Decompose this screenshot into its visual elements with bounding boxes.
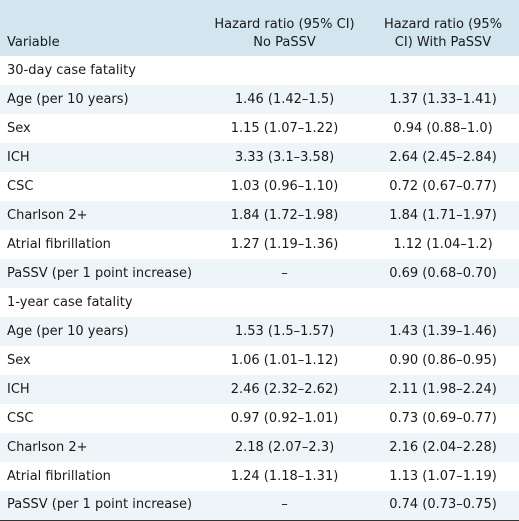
- hr-with-passv-cell: 0.74 (0.73–0.75): [389, 497, 497, 513]
- hr-no-passv-cell: 1.27 (1.19–1.36): [230, 236, 339, 252]
- variable-cell: CSC: [7, 410, 34, 426]
- table-header: Variable Hazard ratio (95% CI) No PaSSV …: [0, 0, 519, 56]
- header-with-passv: Hazard ratio (95% CI) With PaSSV: [383, 17, 503, 50]
- hr-with-passv-cell: 2.64 (2.45–2.84): [389, 149, 497, 165]
- variable-cell: Age (per 10 years): [7, 91, 129, 107]
- hr-no-passv-cell: 2.46 (2.32–2.62): [230, 381, 339, 397]
- header-no-passv: Hazard ratio (95% CI) No PaSSV: [214, 17, 355, 50]
- hr-with-passv-cell: 2.16 (2.04–2.28): [389, 439, 497, 455]
- hr-with-passv-cell: 1.13 (1.07–1.19): [389, 468, 497, 484]
- hr-no-passv-cell: 0.97 (0.92–1.01): [230, 410, 339, 426]
- hr-with-passv-cell: 0.90 (0.86–0.95): [389, 352, 497, 368]
- variable-cell: Atrial fibrillation: [7, 236, 111, 252]
- hr-no-passv-cell: 3.33 (3.1–3.58): [234, 149, 335, 165]
- hr-with-passv-cell: 0.73 (0.69–0.77): [389, 410, 497, 426]
- section-title: 1-year case fatality: [7, 294, 133, 310]
- hr-with-passv-cell: 1.43 (1.39–1.46): [389, 323, 497, 339]
- variable-cell: Charlson 2+: [7, 439, 88, 455]
- table-row: ICH 3.33 (3.1–3.58) 2.64 (2.45–2.84): [0, 143, 519, 172]
- variable-cell: Sex: [7, 352, 31, 368]
- hr-no-passv-cell: –: [281, 265, 288, 281]
- hr-with-passv-cell: 0.69 (0.68–0.70): [389, 265, 497, 281]
- header-row: Variable Hazard ratio (95% CI) No PaSSV …: [0, 0, 519, 56]
- section-title: 30-day case fatality: [7, 62, 136, 78]
- table-row: CSC 0.97 (0.92–1.01) 0.73 (0.69–0.77): [0, 404, 519, 433]
- table-row: Age (per 10 years) 1.46 (1.42–1.5) 1.37 (1…: [0, 85, 519, 114]
- table-row: Sex 1.06 (1.01–1.12) 0.90 (0.86–0.95): [0, 346, 519, 375]
- hr-no-passv-cell: 1.03 (0.96–1.10): [230, 178, 339, 194]
- variable-cell: CSC: [7, 178, 34, 194]
- hr-no-passv-cell: 1.06 (1.01–1.12): [230, 352, 339, 368]
- table-row: PaSSV (per 1 point increase) – 0.74 (0.73–…: [0, 491, 519, 520]
- hr-no-passv-cell: 2.18 (2.07–2.3): [234, 439, 335, 455]
- hr-with-passv-cell: 1.84 (1.71–1.97): [389, 207, 497, 223]
- hr-with-passv-cell: 0.94 (0.88–1.0): [393, 120, 493, 136]
- variable-cell: Age (per 10 years): [7, 323, 129, 339]
- variable-cell: Atrial fibrillation: [7, 468, 111, 484]
- table-row: PaSSV (per 1 point increase) – 0.69 (0.68–…: [0, 259, 519, 288]
- hr-with-passv-cell: 0.72 (0.67–0.77): [389, 178, 497, 194]
- table-row: CSC 1.03 (0.96–1.10) 0.72 (0.67–0.77): [0, 172, 519, 201]
- variable-cell: Charlson 2+: [7, 207, 88, 223]
- hr-no-passv-cell: –: [281, 497, 288, 513]
- section-header-row: 30-day case fatality: [0, 56, 519, 85]
- variable-cell: PaSSV (per 1 point increase): [7, 265, 193, 281]
- header-variable: Variable: [7, 35, 60, 50]
- variable-cell: PaSSV (per 1 point increase): [7, 497, 193, 513]
- hr-with-passv-cell: 1.37 (1.33–1.41): [389, 91, 497, 107]
- hr-no-passv-cell: 1.84 (1.72–1.98): [230, 207, 339, 223]
- variable-cell: ICH: [7, 381, 30, 397]
- variable-cell: Sex: [7, 120, 31, 136]
- hr-no-passv-cell: 1.53 (1.5–1.57): [234, 323, 335, 339]
- variable-cell: ICH: [7, 149, 30, 165]
- table-row: Age (per 10 years) 1.53 (1.5–1.57) 1.43 (1…: [0, 317, 519, 346]
- hr-no-passv-cell: 1.15 (1.07–1.22): [230, 120, 339, 136]
- table-row: Charlson 2+ 1.84 (1.72–1.98) 1.84 (1.71–1.…: [0, 201, 519, 230]
- table-row: ICH 2.46 (2.32–2.62) 2.11 (1.98–2.24): [0, 375, 519, 404]
- table-row: Atrial fibrillation 1.27 (1.19–1.36) 1.12 …: [0, 230, 519, 259]
- hr-with-passv-cell: 1.12 (1.04–1.2): [393, 236, 493, 252]
- hr-with-passv-cell: 2.11 (1.98–2.24): [389, 381, 497, 397]
- hr-no-passv-cell: 1.24 (1.18–1.31): [230, 468, 339, 484]
- section-header-row: 1-year case fatality: [0, 288, 519, 317]
- table-row: Charlson 2+ 2.18 (2.07–2.3) 2.16 (2.04–2.2…: [0, 433, 519, 462]
- hr-no-passv-cell: 1.46 (1.42–1.5): [234, 91, 335, 107]
- table-body: 30-day case fatality Age (per 10 years) 1.…: [0, 56, 519, 520]
- table-row: Atrial fibrillation 1.24 (1.18–1.31) 1.13 …: [0, 462, 519, 491]
- table-row: Sex 1.15 (1.07–1.22) 0.94 (0.88–1.0): [0, 114, 519, 143]
